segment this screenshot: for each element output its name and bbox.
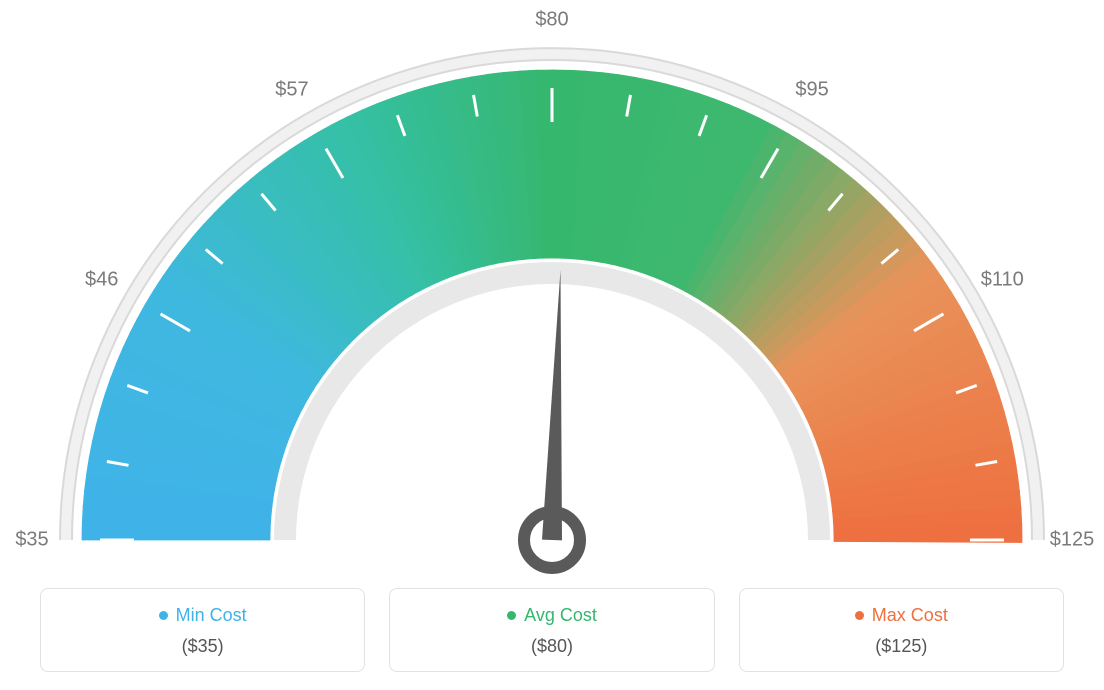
legend-card-avg: Avg Cost ($80) [389, 588, 714, 672]
tick-label: $95 [795, 78, 828, 101]
dot-icon [159, 611, 168, 620]
gauge-svg [0, 0, 1104, 580]
legend-value: ($125) [740, 636, 1063, 657]
tick-label: $80 [535, 9, 568, 32]
legend-title-max: Max Cost [855, 605, 948, 626]
legend-label: Min Cost [176, 605, 247, 626]
legend-label: Max Cost [872, 605, 948, 626]
needle [542, 270, 562, 540]
legend-card-max: Max Cost ($125) [739, 588, 1064, 672]
tick-label: $35 [15, 529, 48, 552]
legend-value: ($80) [390, 636, 713, 657]
tick-label: $46 [85, 268, 118, 291]
legend-title-min: Min Cost [159, 605, 247, 626]
legend-value: ($35) [41, 636, 364, 657]
dot-icon [855, 611, 864, 620]
legend-row: Min Cost ($35) Avg Cost ($80) Max Cost (… [40, 588, 1064, 672]
chart-container: $35 $46 $57 $80 $95 $110 $125 Min Cost ($35) A… [0, 0, 1104, 690]
legend-card-min: Min Cost ($35) [40, 588, 365, 672]
tick-label: $110 [981, 268, 1024, 291]
tick-label: $57 [275, 78, 308, 101]
legend-label: Avg Cost [524, 605, 597, 626]
legend-title-avg: Avg Cost [507, 605, 597, 626]
dot-icon [507, 611, 516, 620]
gauge: $35 $46 $57 $80 $95 $110 $125 [0, 0, 1104, 580]
tick-label: $125 [1050, 529, 1095, 552]
